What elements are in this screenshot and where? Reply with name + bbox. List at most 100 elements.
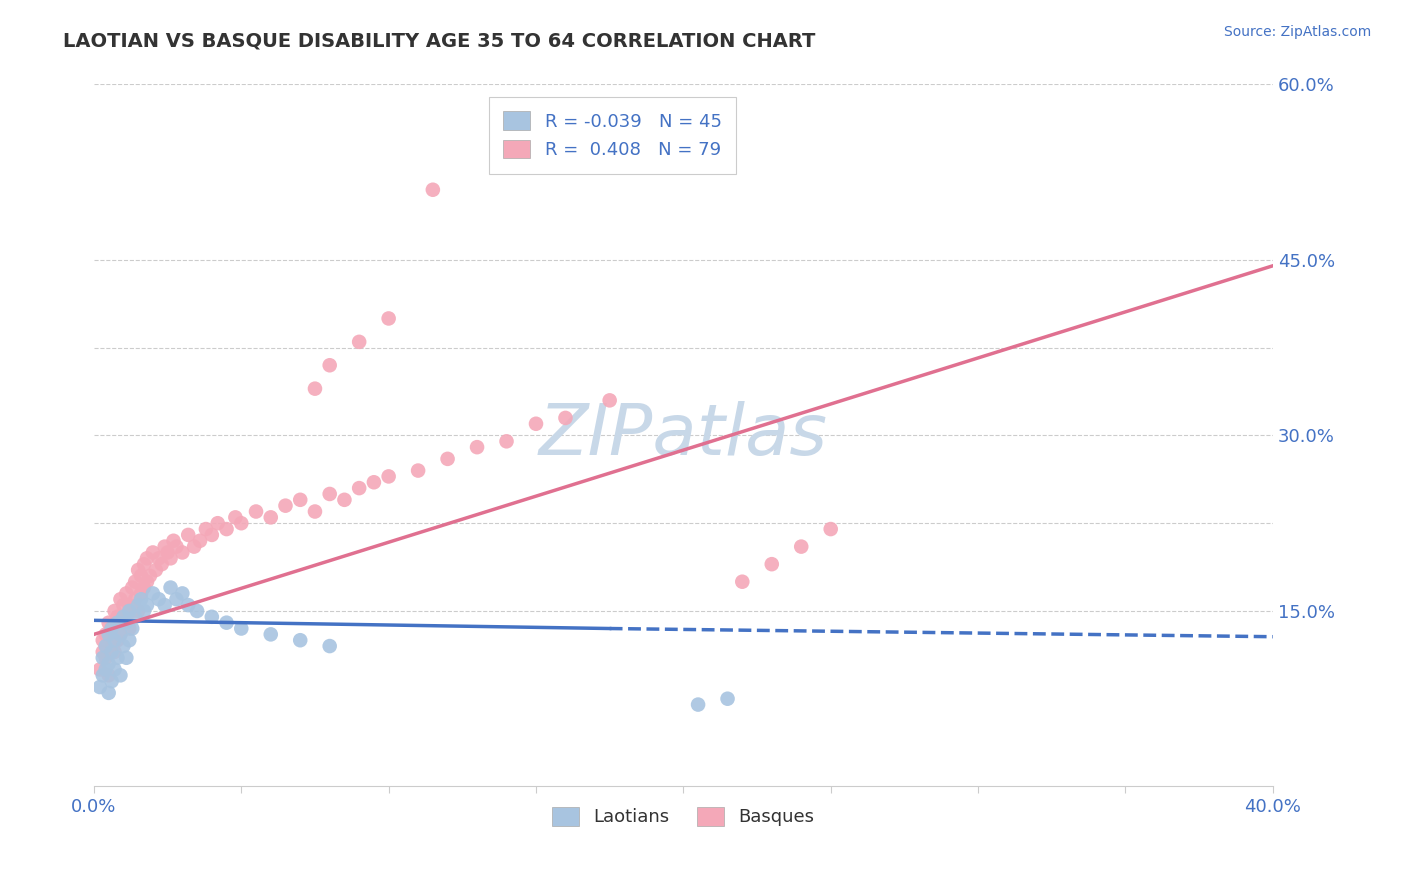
Point	[94, 650, 117, 665]
Point	[318, 358, 340, 372]
Point	[422, 183, 444, 197]
Point	[153, 598, 176, 612]
Point	[554, 411, 576, 425]
Point	[495, 434, 517, 449]
Point	[165, 592, 187, 607]
Point	[124, 592, 146, 607]
Point	[260, 510, 283, 524]
Point	[97, 668, 120, 682]
Point	[436, 451, 458, 466]
Point	[290, 492, 312, 507]
Point	[97, 657, 120, 671]
Point	[153, 540, 176, 554]
Point	[215, 615, 238, 630]
Point	[148, 592, 170, 607]
Point	[183, 540, 205, 554]
Point	[215, 522, 238, 536]
Legend: Laotians, Basques: Laotians, Basques	[546, 800, 821, 834]
Point	[318, 639, 340, 653]
Point	[142, 545, 165, 559]
Point	[89, 680, 111, 694]
Point	[107, 610, 129, 624]
Text: Source: ZipAtlas.com: Source: ZipAtlas.com	[1223, 25, 1371, 39]
Point	[100, 645, 122, 659]
Point	[177, 598, 200, 612]
Point	[136, 574, 159, 589]
Point	[132, 604, 155, 618]
Point	[159, 581, 181, 595]
Point	[89, 663, 111, 677]
Point	[231, 622, 253, 636]
Point	[136, 551, 159, 566]
Point	[188, 533, 211, 548]
Point	[231, 516, 253, 531]
Point	[377, 311, 399, 326]
Point	[115, 586, 138, 600]
Point	[260, 627, 283, 641]
Point	[115, 650, 138, 665]
Point	[118, 598, 141, 612]
Point	[162, 533, 184, 548]
Point	[91, 633, 114, 648]
Point	[118, 622, 141, 636]
Point	[207, 516, 229, 531]
Point	[103, 604, 125, 618]
Point	[127, 598, 149, 612]
Point	[820, 522, 842, 536]
Point	[91, 650, 114, 665]
Point	[103, 663, 125, 677]
Point	[159, 551, 181, 566]
Point	[245, 504, 267, 518]
Point	[201, 610, 224, 624]
Point	[136, 598, 159, 612]
Point	[148, 551, 170, 566]
Point	[124, 574, 146, 589]
Point	[100, 674, 122, 689]
Point	[172, 545, 194, 559]
Point	[107, 615, 129, 630]
Point	[139, 569, 162, 583]
Point	[172, 586, 194, 600]
Point	[194, 522, 217, 536]
Point	[112, 610, 135, 624]
Point	[124, 610, 146, 624]
Point	[333, 492, 356, 507]
Point	[100, 622, 122, 636]
Point	[761, 557, 783, 571]
Point	[110, 668, 132, 682]
Point	[129, 592, 152, 607]
Point	[91, 645, 114, 659]
Point	[224, 510, 246, 524]
Text: ZIPatlas: ZIPatlas	[538, 401, 828, 470]
Point	[112, 598, 135, 612]
Point	[599, 393, 621, 408]
Point	[97, 615, 120, 630]
Point	[121, 581, 143, 595]
Point	[118, 633, 141, 648]
Point	[165, 540, 187, 554]
Point	[524, 417, 547, 431]
Point	[112, 615, 135, 630]
Point	[150, 557, 173, 571]
Point	[97, 686, 120, 700]
Point	[142, 586, 165, 600]
Point	[132, 581, 155, 595]
Point	[363, 475, 385, 490]
Point	[107, 650, 129, 665]
Point	[110, 592, 132, 607]
Point	[129, 569, 152, 583]
Point	[100, 639, 122, 653]
Point	[731, 574, 754, 589]
Point	[129, 586, 152, 600]
Point	[118, 604, 141, 618]
Point	[465, 440, 488, 454]
Point	[145, 563, 167, 577]
Point	[177, 528, 200, 542]
Point	[347, 481, 370, 495]
Point	[94, 639, 117, 653]
Point	[156, 545, 179, 559]
Point	[110, 627, 132, 641]
Point	[103, 645, 125, 659]
Point	[103, 633, 125, 648]
Point	[97, 627, 120, 641]
